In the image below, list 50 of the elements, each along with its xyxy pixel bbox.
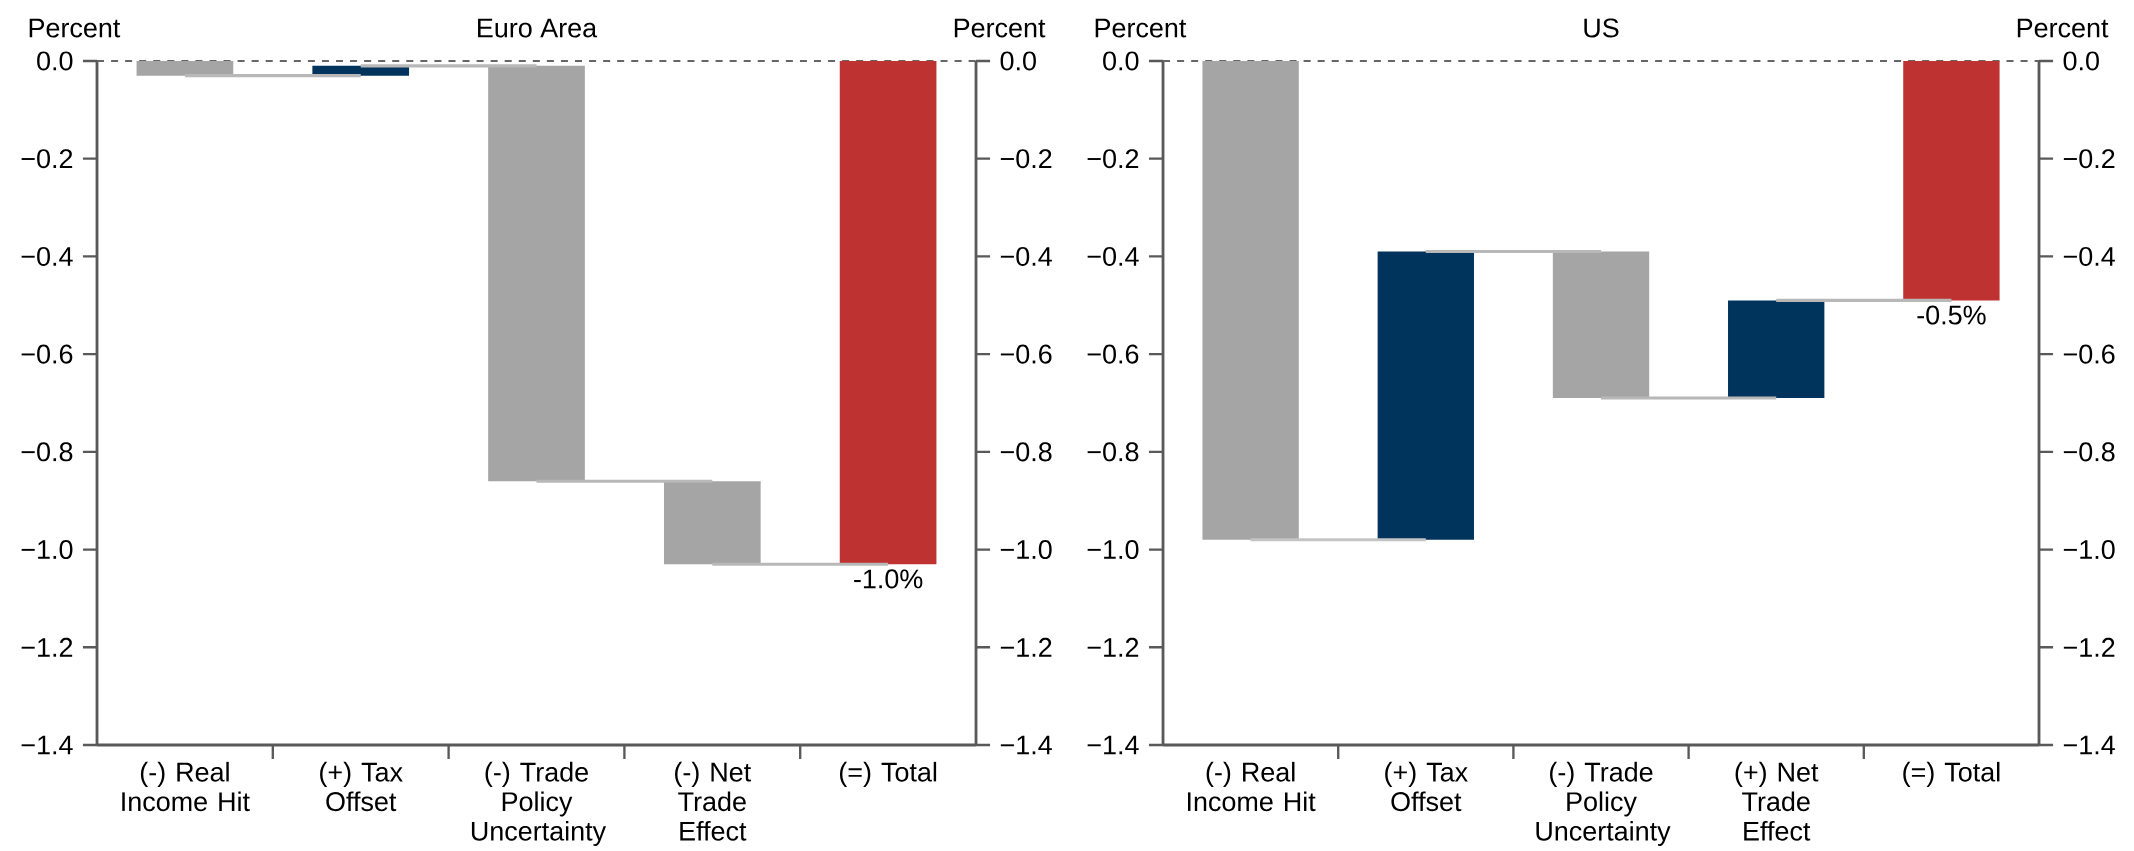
y2-tick-label: −0.6 xyxy=(2063,344,2115,364)
y-tick-label: −0.2 xyxy=(1087,149,1139,169)
x-tick-label: (-) Net Trade Effect xyxy=(675,761,751,841)
y2-tick-label: 0.0 xyxy=(1000,51,1036,71)
y-axis-title: Percent xyxy=(1095,18,1187,38)
x-tick-label: (-) Real Income Hit xyxy=(122,761,250,812)
y2-axis-title: Percent xyxy=(954,18,1046,38)
chart-title: Euro Area xyxy=(478,18,598,38)
y2-tick-label: −0.4 xyxy=(2063,246,2115,266)
data-label: -0.5% xyxy=(1917,305,1986,325)
y-tick-label: 0.0 xyxy=(37,51,73,71)
y2-tick-label: −0.8 xyxy=(2063,442,2115,462)
y-tick-label: −1.4 xyxy=(21,735,73,755)
chart-title: US xyxy=(1584,18,1619,38)
data-label: -1.0% xyxy=(854,569,923,589)
y2-tick-label: −1.2 xyxy=(2063,637,2115,657)
y-tick-label: −0.4 xyxy=(1087,246,1139,266)
y-tick-label: −1.2 xyxy=(1087,637,1139,657)
y-tick-label: −1.0 xyxy=(21,540,73,560)
y-tick-label: −0.6 xyxy=(1087,344,1139,364)
y-tick-label: −1.0 xyxy=(1087,540,1139,560)
y-tick-label: −0.8 xyxy=(21,442,73,462)
x-tick-label: (=) Total xyxy=(839,761,937,787)
x-tick-label: (+) Tax Offset xyxy=(320,761,403,812)
y-tick-label: −0.6 xyxy=(21,344,73,364)
x-tick-label: (+) Net Trade Effect xyxy=(1735,761,1819,841)
y2-tick-label: 0.0 xyxy=(2063,51,2099,71)
x-tick-label: (=) Total xyxy=(1903,761,2000,787)
x-tick-label: (-) Trade Policy Uncertainty xyxy=(1536,761,1671,847)
y2-tick-label: −1.4 xyxy=(2063,735,2115,755)
x-tick-label: (-) Real Income Hit xyxy=(1187,761,1316,812)
y2-tick-label: −1.4 xyxy=(1000,735,1052,755)
y2-axis-title: Percent xyxy=(2017,18,2109,38)
x-tick-label: (-) Trade Policy Uncertainty xyxy=(471,761,607,847)
y-axis-title: Percent xyxy=(29,18,121,38)
y-tick-label: −0.2 xyxy=(21,149,73,169)
y2-tick-label: −1.0 xyxy=(2063,540,2115,560)
y-tick-label: −0.4 xyxy=(21,246,73,266)
y-tick-label: 0.0 xyxy=(1103,51,1139,71)
y-tick-label: −1.4 xyxy=(1087,735,1139,755)
y2-tick-label: −1.0 xyxy=(1000,540,1052,560)
y2-tick-label: −0.2 xyxy=(1000,149,1052,169)
y2-tick-label: −0.6 xyxy=(1000,344,1052,364)
x-tick-label: (+) Tax Offset xyxy=(1385,761,1468,812)
y2-tick-label: −0.8 xyxy=(1000,442,1052,462)
y-tick-label: −0.8 xyxy=(1087,442,1139,462)
y-tick-label: −1.2 xyxy=(21,637,73,657)
y2-tick-label: −0.2 xyxy=(2063,149,2115,169)
y2-tick-label: −0.4 xyxy=(1000,246,1052,266)
y2-tick-label: −1.2 xyxy=(1000,637,1052,657)
